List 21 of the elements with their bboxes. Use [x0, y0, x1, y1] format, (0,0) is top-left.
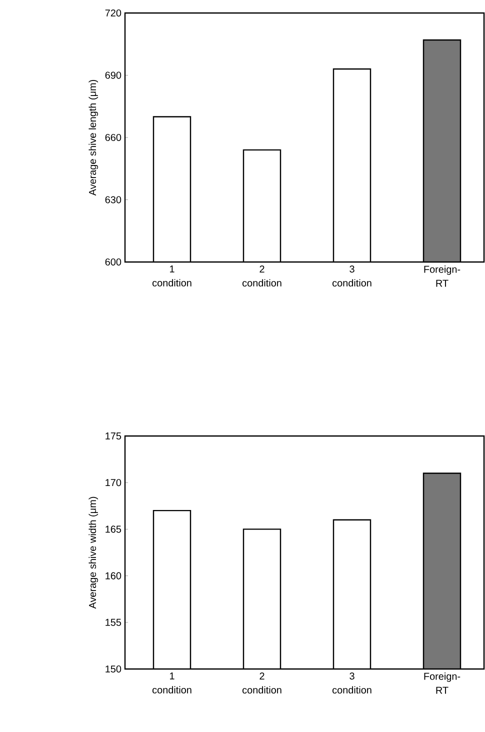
- x-tick-label: 3 condition: [332, 672, 372, 694]
- y-tick-label: 600: [105, 258, 122, 266]
- x-tick-label: 2 condition: [242, 672, 282, 694]
- x-tick-label: 3 condition: [332, 266, 372, 287]
- y-tick-label: 160: [106, 572, 122, 580]
- x-tick-label: 1 condition: [152, 266, 192, 286]
- y-axis-title: Average shive length (μm): [88, 80, 98, 196]
- y-tick-label: 150: [106, 665, 122, 673]
- x-tick-label: Foreign-RT: [424, 266, 460, 287]
- y-tick-label: 630: [105, 196, 122, 204]
- y-axis-title: Average shive width (μm): [88, 496, 98, 609]
- x-tick-label: 1 condition: [152, 672, 192, 694]
- y-tick-label: 660: [105, 134, 122, 142]
- y-tick-label: 720: [105, 9, 122, 17]
- y-tick-label: 155: [106, 618, 122, 626]
- y-tick-label: 690: [105, 72, 122, 79]
- y-tick-label: 165: [106, 526, 122, 533]
- y-tick-label: 170: [106, 479, 122, 486]
- x-tick-label: 2 condition: [242, 266, 282, 287]
- x-tick-label: Foreign-RT: [424, 672, 460, 694]
- y-tick-label: 175: [106, 432, 122, 440]
